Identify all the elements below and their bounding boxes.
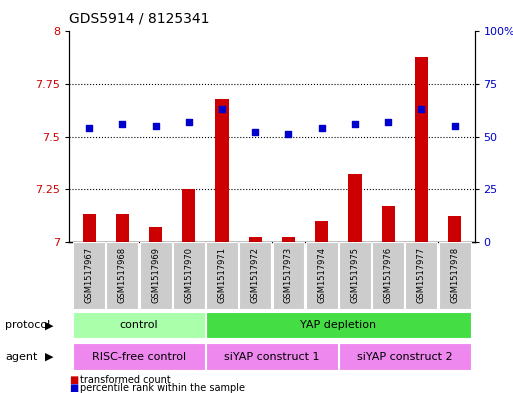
Bar (448, 217, 461, 242)
Bar (339, 343, 470, 370)
Point (151, 123, 160, 129)
Point (384, 119, 392, 125)
Bar (73, 312, 205, 338)
Point (119, 121, 127, 127)
Bar (372, 242, 404, 309)
Text: GSM1517971: GSM1517971 (218, 247, 227, 303)
Text: control: control (120, 320, 159, 330)
Bar (206, 242, 238, 309)
Bar (306, 242, 338, 309)
Bar (116, 214, 129, 242)
Bar (415, 57, 428, 242)
Bar (206, 312, 470, 338)
Text: protocol: protocol (5, 320, 50, 330)
Text: ▶: ▶ (45, 352, 53, 362)
Point (450, 123, 459, 129)
Bar (382, 206, 395, 242)
Point (351, 121, 359, 127)
Bar (182, 189, 195, 242)
Text: GSM1517978: GSM1517978 (450, 247, 459, 303)
Point (417, 106, 425, 112)
Bar (282, 237, 295, 242)
Bar (240, 242, 271, 309)
Text: ■: ■ (69, 375, 78, 385)
Bar (348, 174, 362, 242)
Text: GSM1517968: GSM1517968 (118, 247, 127, 303)
Bar (173, 242, 205, 309)
Text: GSM1517970: GSM1517970 (184, 247, 193, 303)
Bar (206, 343, 338, 370)
Bar (315, 220, 328, 242)
Bar (249, 237, 262, 242)
Text: siYAP construct 1: siYAP construct 1 (224, 352, 320, 362)
Text: ▶: ▶ (45, 320, 53, 330)
Point (85, 125, 93, 131)
Text: GSM1517977: GSM1517977 (417, 247, 426, 303)
Text: ■: ■ (69, 383, 78, 393)
Point (318, 125, 326, 131)
Text: siYAP construct 2: siYAP construct 2 (357, 352, 452, 362)
Bar (73, 343, 205, 370)
Point (185, 119, 193, 125)
Point (284, 131, 292, 138)
Text: percentile rank within the sample: percentile rank within the sample (80, 383, 245, 393)
Text: GSM1517972: GSM1517972 (251, 247, 260, 303)
Bar (107, 242, 139, 309)
Text: GSM1517973: GSM1517973 (284, 247, 293, 303)
Bar (149, 227, 162, 242)
Bar (140, 242, 171, 309)
Bar (339, 242, 371, 309)
Text: RISC-free control: RISC-free control (92, 352, 186, 362)
Bar (215, 99, 229, 242)
Text: GSM1517975: GSM1517975 (350, 247, 360, 303)
Bar (439, 242, 470, 309)
Text: transformed count: transformed count (80, 375, 170, 385)
Text: agent: agent (5, 352, 37, 362)
Bar (73, 242, 105, 309)
Text: GSM1517967: GSM1517967 (85, 247, 94, 303)
Point (218, 106, 226, 112)
Text: YAP depletion: YAP depletion (300, 320, 377, 330)
Text: GSM1517969: GSM1517969 (151, 247, 160, 303)
Bar (405, 242, 437, 309)
Bar (272, 242, 304, 309)
Text: GDS5914 / 8125341: GDS5914 / 8125341 (69, 12, 210, 26)
Text: GSM1517976: GSM1517976 (384, 247, 392, 303)
Text: GSM1517974: GSM1517974 (317, 247, 326, 303)
Bar (83, 214, 96, 242)
Point (251, 129, 260, 136)
